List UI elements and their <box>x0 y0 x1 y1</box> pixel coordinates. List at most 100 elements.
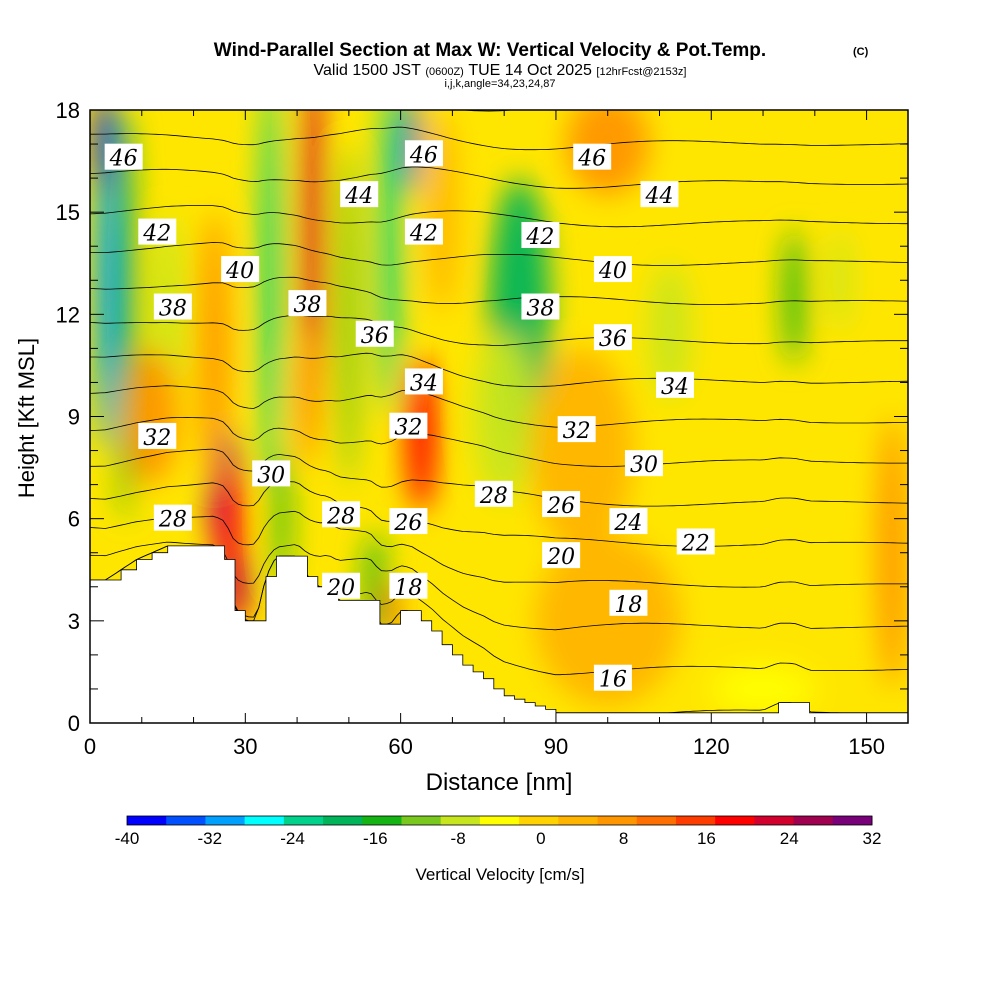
contour-label-2: 40 <box>221 256 260 284</box>
contour-label-box <box>355 320 394 347</box>
contour-label-21: 44 <box>640 181 679 209</box>
velocity-cell-0 <box>95 110 116 451</box>
y-axis-label: Height [Kft MSL] <box>14 338 39 498</box>
x-tick-label: 30 <box>233 734 257 759</box>
x-tick-label: 0 <box>84 734 96 759</box>
chart-subtitle: Valid 1500 JST (0600Z) TUE 14 Oct 2025 [… <box>314 62 687 79</box>
contour-label-box <box>557 416 596 443</box>
contour-label-box <box>340 181 379 208</box>
contour-label-text: 22 <box>681 532 710 557</box>
velocity-cell-8 <box>260 110 282 485</box>
y-tick-label: 6 <box>68 507 80 532</box>
contour-label-0: 46 <box>104 143 143 172</box>
contour-label-box <box>322 501 361 528</box>
contour-label-18: 42 <box>521 222 560 250</box>
contour-label-text: 18 <box>394 576 422 601</box>
contour-label-box <box>389 572 428 599</box>
colorbar-tick-label: 16 <box>697 829 716 848</box>
contour-label-box <box>609 589 648 616</box>
contour-label-box <box>221 256 260 283</box>
velocity-cell-7 <box>198 212 230 485</box>
contour-label-text: 30 <box>257 463 285 488</box>
contour-label-text: 32 <box>143 426 171 451</box>
contour-label-box <box>474 480 513 507</box>
colorbar-swatch-8 <box>440 816 481 825</box>
contour-label-box <box>521 222 560 249</box>
colorbar-swatch-4 <box>283 816 324 825</box>
velocity-cell-11 <box>297 331 318 468</box>
contour-label-text: 26 <box>546 494 575 519</box>
contour-label-box <box>252 460 291 487</box>
contour-label-20: 46 <box>573 143 612 172</box>
contour-label-box <box>389 508 428 535</box>
contour-label-box <box>153 293 192 320</box>
y-tick-label: 18 <box>56 98 80 123</box>
contour-label-11: 42 <box>404 218 443 247</box>
plot-area: 46 42 40 38 32 28 30 38 44 36 46 42 34 32 28 26 20 18 42 38… <box>90 110 908 723</box>
contour-label-10: 46 <box>404 140 443 168</box>
colorbar-tick-label: 32 <box>863 829 882 848</box>
colorbar-swatch-7 <box>401 816 442 825</box>
colorbar: -40 -32 -24 -16 -8 0 8 16 24 32 <box>115 815 882 848</box>
contour-label-text: 38 <box>159 297 187 322</box>
contour-label-box <box>104 143 143 170</box>
y-tick-label: 15 <box>56 200 80 225</box>
colorbar-tick-label: -24 <box>280 829 305 848</box>
colorbar-tick-label: -8 <box>451 829 466 848</box>
y-tick-label: 12 <box>56 302 80 327</box>
x-axis-label: Distance [nm] <box>426 769 573 796</box>
contour-label-box <box>624 450 663 477</box>
x-axis-ticks: 0 30 60 90 120 150 <box>84 110 885 759</box>
x-tick-label: 60 <box>388 734 412 759</box>
colorbar-tick-label: -32 <box>197 829 222 848</box>
contour-label-box <box>404 218 443 245</box>
velocity-cell-12 <box>338 144 360 485</box>
chart-title: Wind-Parallel Section at Max W: Vertical… <box>214 40 766 61</box>
theta-contour-24 <box>90 481 908 547</box>
contour-label-text: 40 <box>225 259 254 284</box>
contour-label-text: 30 <box>630 453 658 478</box>
theta-contour-28 <box>90 417 908 467</box>
colorbar-tick-label: -16 <box>363 829 388 848</box>
contour-label-text: 16 <box>599 668 627 693</box>
contour-label-box <box>656 371 695 398</box>
colorbar-swatch-15 <box>715 816 755 825</box>
contour-label-box <box>521 293 560 320</box>
theta-contour-42 <box>90 166 908 189</box>
contour-label-box <box>542 542 581 569</box>
contour-label-3: 38 <box>153 293 192 322</box>
velocity-cell-26 <box>711 665 815 713</box>
theta-contour-40 <box>90 205 908 228</box>
colorbar-swatch-5 <box>323 816 363 825</box>
velocity-cell-24 <box>830 229 852 332</box>
contour-label-box <box>404 368 443 395</box>
contour-label-box <box>640 181 679 208</box>
contour-label-box <box>676 528 715 555</box>
colorbar-swatch-0 <box>127 816 167 825</box>
theta-contour-36 <box>90 276 908 305</box>
contour-label-text: 38 <box>293 293 321 318</box>
contour-label-text: 36 <box>599 327 627 352</box>
contour-label-text: 32 <box>563 419 591 444</box>
velocity-cell-20 <box>473 331 536 502</box>
contour-label-text: 44 <box>644 184 673 209</box>
contour-label-33: 16 <box>593 664 632 693</box>
subtitle-forecast: [12hrFcst@2153z] <box>596 66 686 78</box>
subtitle-utc: (0600Z) <box>425 66 464 78</box>
contour-label-text: 44 <box>344 184 373 209</box>
contour-label-text: 40 <box>598 259 627 284</box>
contour-label-text: 34 <box>661 375 689 400</box>
contour-label-13: 32 <box>389 412 428 441</box>
contour-label-1: 42 <box>138 218 177 247</box>
colorbar-swatch-17 <box>793 816 834 825</box>
contour-label-12: 34 <box>404 368 443 396</box>
contour-label-text: 46 <box>577 147 606 172</box>
contour-label-text: 28 <box>479 484 508 509</box>
contour-label-box <box>609 508 648 535</box>
contour-label-32: 18 <box>609 589 648 618</box>
contour-label-text: 20 <box>546 545 575 570</box>
colorbar-tick-label: 24 <box>780 829 799 848</box>
x-tick-label: 120 <box>693 734 730 759</box>
velocity-cell-28 <box>126 348 179 485</box>
